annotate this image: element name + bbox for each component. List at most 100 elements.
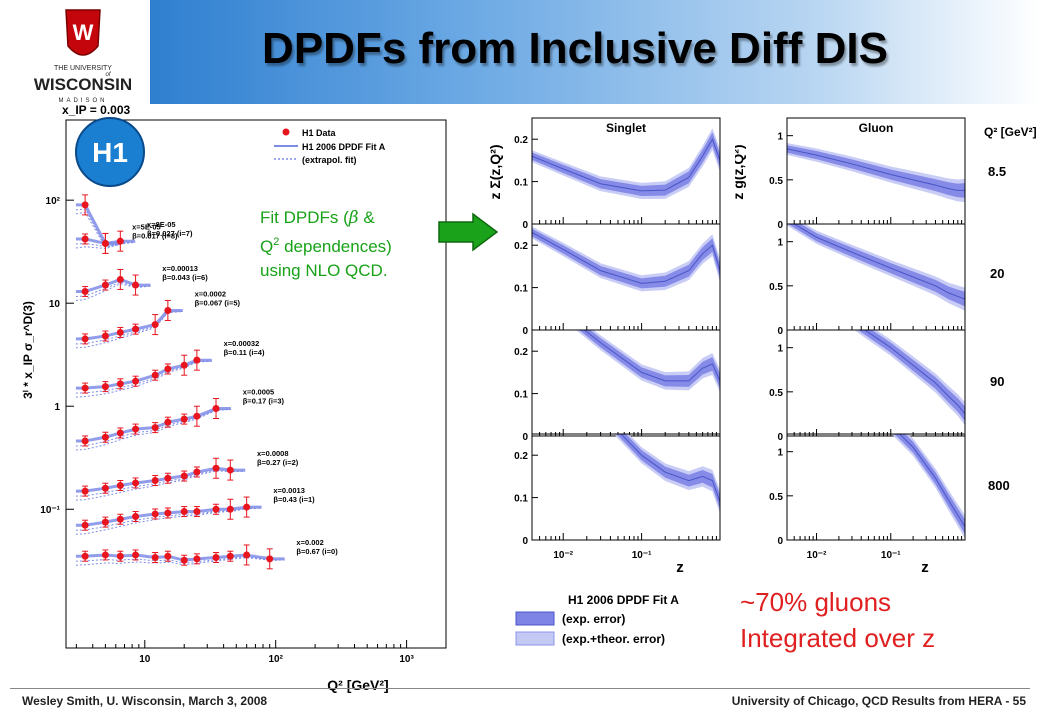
- data-point: [151, 477, 159, 485]
- logo-line3: WISCONSIN: [34, 75, 132, 94]
- series-label-x: x=0.0002: [195, 289, 227, 298]
- data-point: [226, 505, 234, 513]
- panel-title: Singlet: [606, 121, 646, 135]
- fit-line2-sup: 2: [273, 236, 280, 248]
- data-point: [193, 508, 201, 516]
- y-tick-label: 0: [522, 432, 528, 443]
- legend-entry-extrap: (extrapol. fit): [302, 155, 357, 165]
- central-fit-line: [583, 330, 720, 382]
- data-point: [116, 275, 124, 283]
- fit-legend-title: H1 2006 DPDF Fit A: [568, 593, 679, 607]
- data-point: [164, 418, 172, 426]
- data-point: [132, 551, 140, 559]
- y-tick-label: 0.1: [514, 284, 528, 295]
- data-point: [116, 482, 124, 490]
- extrapol-curve: [75, 409, 231, 447]
- data-point: [116, 515, 124, 523]
- data-point: [101, 518, 109, 526]
- fit-line2-end: dependences): [279, 236, 392, 256]
- data-point: [81, 521, 89, 529]
- data-point: [164, 474, 172, 482]
- y-tick-label: 1: [777, 448, 783, 459]
- data-point: [212, 464, 220, 472]
- y-tick-label: 0: [777, 326, 783, 337]
- data-point: [101, 239, 109, 247]
- extrapol-curve: [75, 360, 212, 398]
- data-point: [151, 371, 159, 379]
- gluon-fraction-note: ~70% gluons Integrated over z: [740, 584, 1030, 656]
- title-band: [150, 0, 1040, 104]
- theor-error-band: [891, 434, 965, 539]
- x-tick-label: 10⁻¹: [632, 550, 652, 561]
- q2-subpanel: [532, 128, 720, 200]
- data-point: [116, 380, 124, 388]
- y-axis-label: z Σ(z,Q²): [487, 144, 503, 199]
- exp-error-band: [579, 330, 720, 389]
- left-x-tick-label: 10²: [268, 654, 283, 665]
- q2-subpanel: [787, 224, 965, 311]
- left-y-tick-label: 10: [49, 299, 61, 310]
- series-label-beta: β=0.017 (i=8): [132, 231, 178, 240]
- fit-legend-swatch-theor: [515, 631, 555, 646]
- left-x-tick-label: 10³: [399, 654, 414, 665]
- fit-curve: [75, 467, 246, 493]
- data-point: [81, 335, 89, 343]
- data-point: [180, 472, 188, 480]
- reduced-cross-section-plot: 10 10² 10³ 10⁻¹ 1 10 10² x=5E-05β=0.017 (i=8) x=…: [21, 103, 447, 693]
- central-fit-line: [620, 434, 720, 503]
- left-x-label: Q² [GeV²]: [327, 677, 388, 693]
- data-point: [180, 415, 188, 423]
- central-fit-line: [532, 138, 720, 192]
- fit-line1-end: &: [358, 208, 375, 227]
- footer-right: University of Chicago, QCD Results from …: [731, 694, 1026, 708]
- series-label-x: x=0.00013: [162, 264, 198, 273]
- data-point: [226, 466, 234, 474]
- data-point: [116, 429, 124, 437]
- left-y-tick-label: 1: [54, 402, 60, 413]
- data-point: [132, 513, 140, 521]
- y-tick-label: 0.1: [514, 390, 528, 401]
- series-label-x: x=0.0005: [243, 388, 274, 397]
- y-tick-label: 0.1: [514, 494, 528, 505]
- data-point: [101, 281, 109, 289]
- series-label-x: x=8E-05: [147, 220, 176, 229]
- crest-w: W: [73, 20, 94, 45]
- y-tick-label: 1: [777, 132, 783, 143]
- y-tick-label: 1: [777, 238, 783, 249]
- gluon-note-line2: Integrated over z: [740, 623, 936, 653]
- series-label-beta: β=0.043 (i=6): [162, 273, 208, 282]
- series-label-beta: β=0.067 (i=5): [195, 298, 241, 307]
- x-tick-label: 10⁻¹: [881, 550, 901, 561]
- fit-legend-entry-exp: (exp. error): [562, 612, 625, 626]
- legend-marker-data: [282, 128, 290, 136]
- data-point: [164, 306, 172, 314]
- q2-value-2: 20: [990, 266, 1004, 281]
- series-label-x: x=0.002: [296, 538, 323, 547]
- exp-error-band: [788, 224, 965, 307]
- extrapol-curve: [75, 557, 285, 566]
- fit-curve: [75, 309, 183, 341]
- data-point: [101, 383, 109, 391]
- series-label-x: x=0.0008: [257, 449, 289, 458]
- data-point: [81, 384, 89, 392]
- series-label-x: x=0.00032: [224, 339, 260, 348]
- data-point: [81, 287, 89, 295]
- q2-value-3: 90: [990, 374, 1004, 389]
- x-axis-label: z: [921, 559, 929, 576]
- data-point: [226, 552, 234, 560]
- y-tick-label: 0.2: [514, 241, 528, 252]
- data-point: [101, 551, 109, 559]
- legend-entry-fit: H1 2006 DPDF Fit A: [302, 142, 386, 152]
- extrapol-curve: [75, 311, 183, 349]
- data-point: [193, 468, 201, 476]
- logo-line4: MADISON: [58, 98, 107, 104]
- data-point: [180, 361, 188, 369]
- data-point: [193, 356, 201, 364]
- y-tick-label: 0.2: [514, 135, 528, 146]
- data-point: [81, 235, 89, 243]
- central-fit-line: [898, 434, 965, 528]
- crest-icon: [65, 9, 101, 56]
- fit-band-legend: H1 2006 DPDF Fit A (exp. error) (exp.+th…: [515, 593, 679, 646]
- y-tick-label: 0: [777, 536, 783, 547]
- gluon-panel: 0 0.5 1 0 0.5 1 0 0.5 1 0 0.5 1 Gluon 10⁻² 10⁻¹ z z g(z,…: [735, 117, 966, 576]
